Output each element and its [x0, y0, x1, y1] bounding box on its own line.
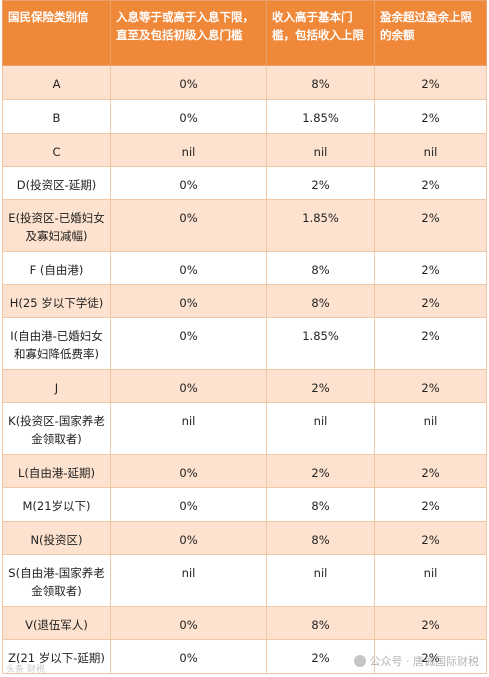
category-cell: S(自由港-国家养老金领取者) [2, 554, 111, 607]
lower-band-cell: nil [110, 133, 267, 167]
table-row: F (自由港) 0% 8% 2% [2, 251, 487, 285]
upper-band-cell: 2% [374, 65, 487, 100]
table-row: E(投资区-已婚妇女及寡妇减幅) 0% 1.85% 2% [2, 199, 487, 252]
table-row: Z(21 岁以下-延期) 0% 2% 2% [2, 639, 487, 674]
upper-band-cell: 2% [374, 454, 487, 488]
upper-band-cell: 2% [374, 606, 487, 640]
upper-band-cell: 2% [374, 199, 487, 252]
lower-band-cell: 0% [110, 521, 267, 555]
lower-band-cell: 0% [110, 454, 267, 488]
category-cell: E(投资区-已婚妇女及寡妇减幅) [2, 199, 111, 252]
main-band-cell: 2% [266, 369, 375, 403]
upper-band-cell: 2% [374, 251, 487, 285]
upper-band-cell: 2% [374, 99, 487, 134]
category-cell: V(退伍军人) [2, 606, 111, 640]
lower-band-cell: 0% [110, 639, 267, 674]
table-row: A 0% 8% 2% [2, 65, 487, 100]
main-band-cell: 8% [266, 284, 375, 318]
header-lower-band: 入息等于或高于入息下限，直至及包括初级入息门槛 [110, 0, 267, 66]
lower-band-cell: 0% [110, 284, 267, 318]
watermark: 公众号 · 唐诚国际财税 [353, 653, 480, 669]
main-band-cell: nil [266, 133, 375, 167]
table-row: H(25 岁以下学徒) 0% 8% 2% [2, 284, 487, 318]
table-row: V(退伍军人) 0% 8% 2% [2, 606, 487, 640]
lower-band-cell: 0% [110, 487, 267, 522]
upper-band-cell: nil [374, 133, 487, 167]
category-cell: L(自由港-延期) [2, 454, 111, 488]
lower-band-cell: 0% [110, 369, 267, 403]
lower-band-cell: 0% [110, 65, 267, 100]
lower-band-cell: 0% [110, 251, 267, 285]
main-band-cell: 8% [266, 606, 375, 640]
category-cell: D(投资区-延期) [2, 166, 111, 200]
main-band-cell: nil [266, 402, 375, 455]
main-band-cell: 1.85% [266, 199, 375, 252]
main-band-cell: 8% [266, 251, 375, 285]
lower-band-cell: 0% [110, 99, 267, 134]
category-cell: A [2, 65, 111, 100]
table-row: J 0% 2% 2% [2, 369, 487, 403]
category-cell: H(25 岁以下学徒) [2, 284, 111, 318]
table-row: N(投资区) 0% 8% 2% [2, 521, 487, 555]
main-band-cell: 2% [266, 454, 375, 488]
lower-band-cell: 0% [110, 199, 267, 252]
table-header: 国民保险类别信 入息等于或高于入息下限，直至及包括初级入息门槛 收入高于基本门槛… [2, 0, 487, 66]
main-band-cell: 8% [266, 65, 375, 100]
upper-band-cell: nil [374, 402, 487, 455]
watermark-left: 头条 财税 [6, 665, 45, 675]
table-row: M(21岁以下) 0% 8% 2% [2, 487, 487, 522]
table-row: S(自由港-国家养老金领取者) nil nil nil [2, 554, 487, 607]
main-band-cell: nil [266, 554, 375, 607]
header-upper-band: 盈余超过盈余上限的余额 [374, 0, 487, 66]
category-cell: J [2, 369, 111, 403]
category-cell: I(自由港-已婚妇女和寡妇降低费率) [2, 317, 111, 370]
table-row: K(投资区-国家养老金领取者) nil nil nil [2, 402, 487, 455]
lower-band-cell: nil [110, 554, 267, 607]
main-band-cell: 8% [266, 487, 375, 522]
table-row: D(投资区-延期) 0% 2% 2% [2, 166, 487, 200]
lower-band-cell: 0% [110, 166, 267, 200]
upper-band-cell: 2% [374, 317, 487, 370]
lower-band-cell: nil [110, 402, 267, 455]
watermark-text: 公众号 · 唐诚国际财税 [369, 655, 480, 668]
category-cell: B [2, 99, 111, 134]
main-band-cell: 2% [266, 166, 375, 200]
upper-band-cell: 2% [374, 487, 487, 522]
category-cell: N(投资区) [2, 521, 111, 555]
table-row: L(自由港-延期) 0% 2% 2% [2, 454, 487, 488]
category-cell: M(21岁以下) [2, 487, 111, 522]
category-cell: K(投资区-国家养老金领取者) [2, 402, 111, 455]
upper-band-cell: 2% [374, 369, 487, 403]
header-row: 国民保险类别信 入息等于或高于入息下限，直至及包括初级入息门槛 收入高于基本门槛… [2, 0, 487, 66]
main-band-cell: 1.85% [266, 99, 375, 134]
table-row: I(自由港-已婚妇女和寡妇降低费率) 0% 1.85% 2% [2, 317, 487, 370]
header-main-band: 收入高于基本门槛，包括收入上限 [266, 0, 375, 66]
category-cell: F (自由港) [2, 251, 111, 285]
upper-band-cell: nil [374, 554, 487, 607]
upper-band-cell: 2% [374, 639, 487, 674]
header-category: 国民保险类别信 [2, 0, 111, 66]
upper-band-cell: 2% [374, 521, 487, 555]
upper-band-cell: 2% [374, 284, 487, 318]
lower-band-cell: 0% [110, 606, 267, 640]
table-row: B 0% 1.85% 2% [2, 99, 487, 134]
wechat-icon [353, 655, 366, 667]
main-band-cell: 1.85% [266, 317, 375, 370]
upper-band-cell: 2% [374, 166, 487, 200]
category-cell: C [2, 133, 111, 167]
lower-band-cell: 0% [110, 317, 267, 370]
main-band-cell: 8% [266, 521, 375, 555]
category-cell: Z(21 岁以下-延期) [2, 639, 111, 674]
